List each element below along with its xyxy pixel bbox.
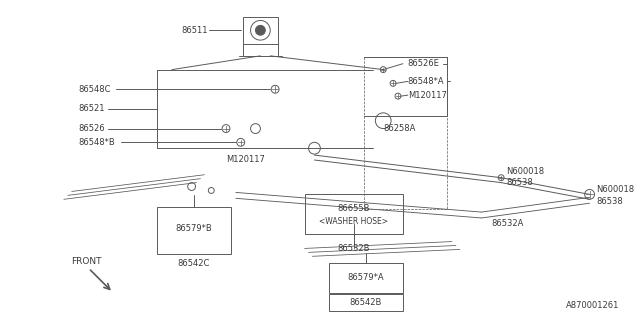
Text: A870001261: A870001261 [566, 301, 619, 310]
Text: 86548*B: 86548*B [79, 138, 115, 147]
Circle shape [498, 175, 504, 180]
Text: 86521: 86521 [79, 104, 105, 113]
Bar [243, 17, 278, 44]
Text: 86542C: 86542C [177, 259, 210, 268]
Circle shape [222, 124, 230, 132]
Text: M120117: M120117 [408, 91, 447, 100]
Circle shape [395, 93, 401, 99]
Text: N600018: N600018 [596, 185, 635, 194]
Bar [305, 194, 403, 234]
Text: FRONT: FRONT [71, 257, 101, 266]
Text: 86655B: 86655B [337, 204, 370, 213]
Text: M120117: M120117 [226, 156, 265, 164]
Text: 86579*A: 86579*A [348, 273, 384, 283]
Text: 86511: 86511 [182, 26, 208, 35]
Circle shape [237, 138, 244, 146]
Circle shape [271, 85, 279, 93]
Text: 86548C: 86548C [79, 85, 111, 94]
Circle shape [390, 80, 396, 86]
Text: 86258A: 86258A [383, 124, 415, 133]
Circle shape [255, 25, 266, 35]
Text: 86538: 86538 [506, 178, 533, 187]
Text: 86538: 86538 [596, 197, 623, 206]
Text: 86532B: 86532B [337, 244, 370, 253]
Text: 86542B: 86542B [349, 298, 381, 307]
Text: <WASHER HOSE>: <WASHER HOSE> [319, 217, 388, 227]
Text: 86532A: 86532A [492, 220, 524, 228]
Text: 86526E: 86526E [408, 59, 440, 68]
Bar [329, 263, 403, 293]
Text: 86548*A: 86548*A [408, 77, 444, 86]
Bar [329, 294, 403, 311]
Bar [364, 57, 447, 209]
Circle shape [380, 67, 386, 73]
Text: 86579*B: 86579*B [175, 224, 212, 233]
Circle shape [585, 189, 595, 199]
Text: 86526: 86526 [79, 124, 105, 133]
Bar [157, 207, 231, 254]
Text: N600018: N600018 [506, 167, 544, 176]
